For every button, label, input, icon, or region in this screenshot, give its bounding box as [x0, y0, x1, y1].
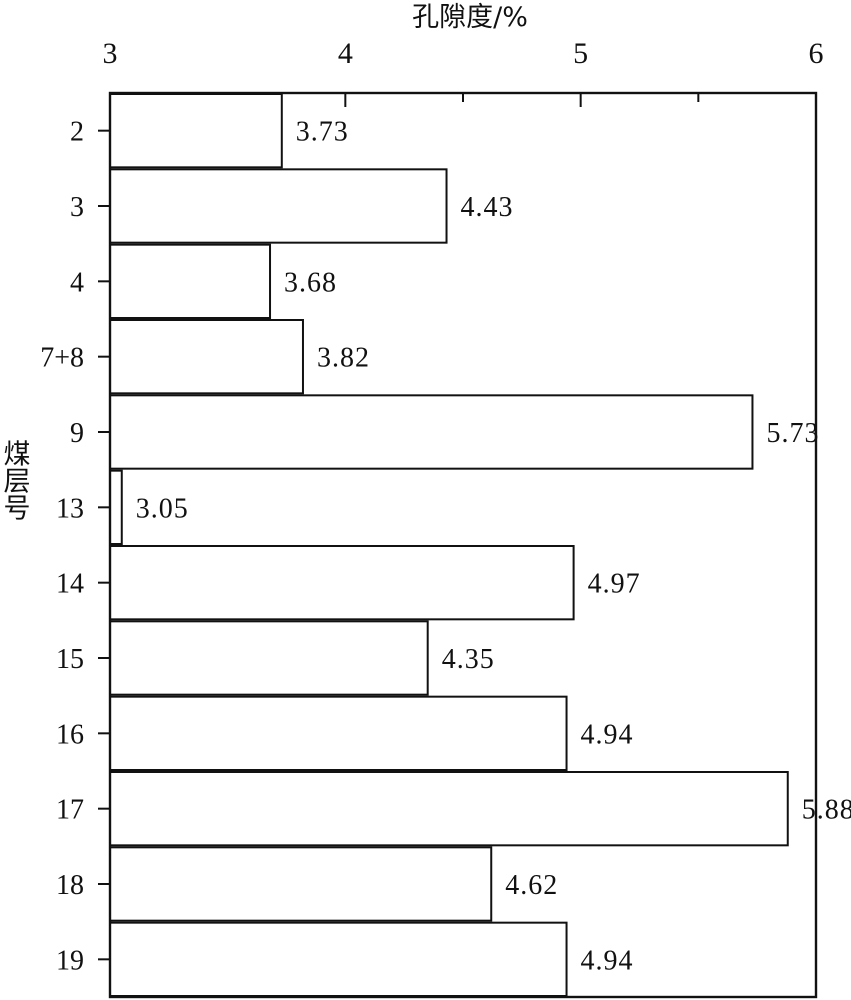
bar [109, 168, 448, 244]
bar [109, 545, 575, 621]
bar [109, 394, 754, 470]
bar [109, 921, 568, 998]
value-label: 5.88 [802, 795, 851, 826]
bar [109, 620, 429, 696]
value-label: 4.35 [442, 644, 495, 675]
bar [109, 93, 283, 169]
x-tick-label: 6 [809, 37, 824, 70]
category-label: 3 [70, 192, 84, 223]
category-label: 14 [56, 569, 84, 600]
category-labels: 2 3 4 7+8 9 13 14 15 16 17 18 19 [40, 117, 110, 976]
bar [109, 846, 493, 922]
x-tick-label: 3 [103, 37, 118, 70]
bar [109, 469, 123, 545]
value-label: 4.94 [581, 719, 634, 750]
category-label: 16 [56, 719, 84, 750]
value-label: 3.05 [136, 493, 189, 524]
value-labels: 3.73 4.43 3.68 3.82 5.73 3.05 4.97 4.35 4.94 5.88… [136, 117, 851, 977]
value-label: 4.62 [505, 870, 558, 901]
bar [109, 771, 789, 847]
bar [109, 695, 568, 772]
bar [109, 243, 272, 320]
category-label: 17 [56, 795, 84, 826]
x-axis-title: 孔隙度/% [412, 2, 528, 33]
category-label: 9 [70, 418, 84, 449]
category-label: 15 [56, 644, 84, 675]
bar [109, 319, 304, 395]
plot-frame [108, 91, 818, 999]
value-label: 4.94 [581, 945, 634, 976]
value-label: 3.73 [296, 117, 349, 148]
category-label: 4 [70, 267, 84, 298]
category-label: 18 [56, 870, 84, 901]
value-label: 4.97 [588, 569, 641, 600]
value-label: 3.82 [317, 343, 370, 374]
value-label: 5.73 [766, 418, 819, 449]
category-label: 13 [56, 493, 84, 524]
category-label: 7+8 [40, 343, 84, 374]
value-label: 3.68 [284, 267, 337, 298]
bars [109, 93, 789, 998]
y-axis-title: 煤层号 [0, 439, 30, 520]
x-tick-label: 4 [338, 37, 353, 70]
value-label: 4.43 [461, 192, 514, 223]
x-tick-label: 5 [573, 37, 588, 70]
category-label: 19 [56, 945, 84, 976]
category-label: 2 [70, 117, 84, 148]
